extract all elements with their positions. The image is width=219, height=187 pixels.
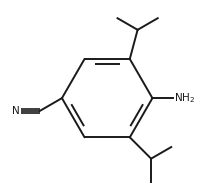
Text: NH$_2$: NH$_2$: [175, 91, 196, 105]
Text: N: N: [12, 106, 20, 116]
